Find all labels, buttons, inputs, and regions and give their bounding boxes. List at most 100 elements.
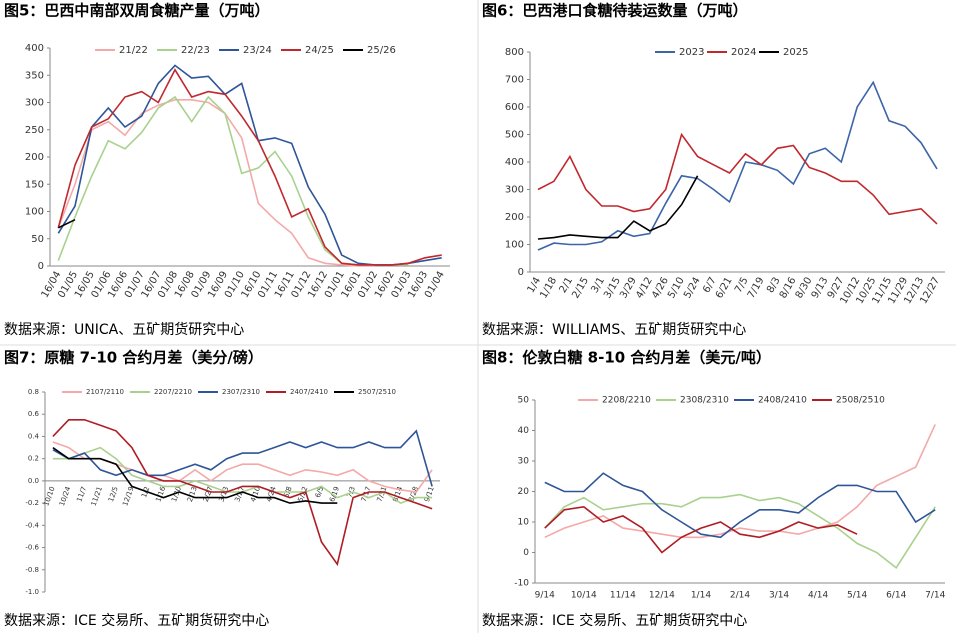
x-tick-label: 11/14 xyxy=(610,591,636,601)
series-line xyxy=(537,175,699,240)
y-tick-label: 100 xyxy=(505,240,524,251)
x-tick-label: 10/14 xyxy=(571,591,597,601)
legend-label: 2507/2510 xyxy=(358,388,396,396)
x-tick-label: 7/14 xyxy=(925,591,945,601)
series-line xyxy=(57,64,442,266)
y-tick-label: 150 xyxy=(25,179,44,190)
x-tick-label: 9/11 xyxy=(423,486,436,504)
series-line xyxy=(544,493,936,569)
series-line xyxy=(544,505,858,554)
x-tick-label: 12/5 xyxy=(107,486,120,504)
y-tick-label: 200 xyxy=(505,212,524,223)
y-tick-label: 400 xyxy=(505,157,524,168)
y-tick-label: 0 xyxy=(523,548,529,558)
legend-label: 2107/2110 xyxy=(86,388,124,396)
y-tick-label: -0.2 xyxy=(25,499,39,507)
y-tick-label: 300 xyxy=(505,185,524,196)
y-tick-label: 0.0 xyxy=(28,477,39,485)
x-tick-label: 1/16 xyxy=(154,485,167,503)
chart-title: 图8：伦敦白糖 8-10 合约月差（美元/吨） xyxy=(482,349,771,367)
series-line xyxy=(57,95,409,266)
legend-label: 23/24 xyxy=(243,45,272,56)
x-tick-label: 6/14 xyxy=(886,591,906,601)
x-tick-label: 12/19 xyxy=(121,486,135,508)
series-line xyxy=(57,99,375,267)
source: 数据来源：ICE 交易所、五矿期货研究中心 xyxy=(482,612,747,629)
legend-label: 2025 xyxy=(783,47,808,58)
y-tick-label: 700 xyxy=(505,75,524,86)
legend-label: 2208/2210 xyxy=(602,396,651,406)
legend-label: 2023 xyxy=(679,47,704,58)
y-tick-label: 800 xyxy=(505,47,524,58)
legend-label: 25/26 xyxy=(367,45,396,56)
x-tick-label: 5/14 xyxy=(847,591,867,601)
legend-label: 2407/2410 xyxy=(290,388,328,396)
series-line xyxy=(544,424,936,539)
y-tick-label: 40 xyxy=(518,426,530,436)
source: 数据来源：ICE 交易所、五矿期货研究中心 xyxy=(4,612,269,629)
y-tick-label: 0.4 xyxy=(28,432,40,440)
y-tick-label: 30 xyxy=(518,457,530,467)
y-tick-label: 0.8 xyxy=(28,388,39,396)
x-tick-label: 1/2 xyxy=(140,486,151,499)
source: 数据来源：UNICA、五矿期货研究中心 xyxy=(4,321,244,338)
series-line xyxy=(57,68,442,266)
y-tick-label: 300 xyxy=(25,98,44,109)
legend-label: 2024 xyxy=(731,47,756,58)
y-tick-label: 0.2 xyxy=(28,455,39,463)
y-tick-label: 350 xyxy=(25,70,44,81)
y-tick-label: 600 xyxy=(505,102,524,113)
legend-label: 2308/2310 xyxy=(680,396,729,406)
series-line xyxy=(52,441,433,493)
y-tick-label: 0 xyxy=(518,267,524,278)
series-line xyxy=(544,472,936,539)
y-tick-label: 400 xyxy=(25,43,44,54)
series-line xyxy=(537,80,938,251)
x-tick-label: 4/14 xyxy=(808,591,828,601)
x-tick-label: 1/14 xyxy=(691,591,711,601)
x-tick-label: 5/24 xyxy=(682,276,703,301)
x-tick-label: 10/10 xyxy=(42,486,56,508)
x-tick-label: 6/5 xyxy=(314,486,325,499)
y-tick-label: 250 xyxy=(25,125,44,136)
x-tick-label: 2/14 xyxy=(730,591,750,601)
legend-label: 2207/2210 xyxy=(154,388,192,396)
chart-title: 图6：巴西港口食糖待装运数量（万吨） xyxy=(482,2,747,20)
y-tick-label: 20 xyxy=(518,487,530,497)
y-tick-label: 50 xyxy=(518,396,530,406)
y-tick-label: -0.6 xyxy=(25,544,39,552)
x-tick-label: 11/7 xyxy=(75,486,88,504)
y-tick-label: -0.8 xyxy=(25,566,39,574)
y-tick-label: 500 xyxy=(505,130,524,141)
chart-title: 图5：巴西中南部双周食糖产量（万吨） xyxy=(4,2,269,20)
x-tick-label: 6/19 xyxy=(328,486,341,504)
x-tick-label: 10/24 xyxy=(58,485,73,507)
y-tick-label: 0 xyxy=(38,261,44,272)
y-tick-label: -0.4 xyxy=(25,521,39,529)
legend-label: 22/23 xyxy=(181,45,210,56)
series-line xyxy=(52,419,433,567)
x-tick-label: 11/21 xyxy=(90,486,104,508)
source: 数据来源：WILLIAMS、五矿期货研究中心 xyxy=(482,321,746,338)
y-tick-label: -10 xyxy=(514,579,529,589)
y-tick-label: 10 xyxy=(518,518,530,528)
y-tick-label: 200 xyxy=(25,152,44,163)
y-tick-label: 50 xyxy=(31,234,44,245)
x-tick-label: 12/14 xyxy=(649,591,675,601)
series-line xyxy=(52,446,338,504)
legend-label: 2307/2310 xyxy=(222,388,260,396)
series-line xyxy=(57,218,76,229)
chart-title: 图7：原糖 7-10 合约月差（美分/磅） xyxy=(4,349,263,367)
y-tick-label: -1.0 xyxy=(25,588,39,596)
x-tick-label: 3/14 xyxy=(769,591,789,601)
y-tick-label: 0.6 xyxy=(28,410,40,418)
x-tick-label: 7/19 xyxy=(746,276,767,301)
x-tick-label: 1/18 xyxy=(538,276,559,301)
series-line xyxy=(52,429,433,487)
x-tick-label: 6/21 xyxy=(714,276,735,301)
legend-label: 2408/2410 xyxy=(758,396,807,406)
series-line xyxy=(537,132,938,225)
legend-label: 21/22 xyxy=(119,45,148,56)
legend-label: 24/25 xyxy=(305,45,334,56)
x-tick-label: 4/24 xyxy=(265,485,278,503)
